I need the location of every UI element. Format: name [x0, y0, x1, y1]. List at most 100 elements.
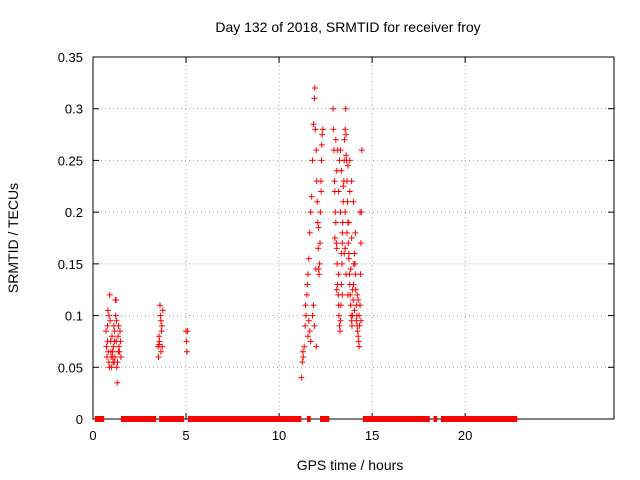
data-point [315, 245, 322, 252]
data-point [318, 141, 325, 148]
y-tick-label: 0.3 [65, 102, 83, 117]
data-point [336, 322, 343, 329]
data-point [156, 333, 163, 340]
data-point [106, 312, 113, 319]
data-point [337, 302, 344, 309]
data-point [304, 333, 311, 340]
data-point [113, 317, 120, 324]
data-point [317, 178, 324, 185]
data-point [350, 198, 357, 205]
data-point [157, 348, 164, 355]
data-point [354, 291, 361, 298]
data-point [107, 348, 114, 355]
data-point [159, 307, 166, 314]
data-point [344, 291, 351, 298]
data-point [343, 152, 350, 159]
y-tick-label: 0.15 [58, 257, 83, 272]
data-point [113, 297, 120, 304]
data-point [346, 157, 353, 164]
data-point [116, 328, 123, 335]
baseline-segment [320, 416, 330, 422]
data-point [157, 317, 164, 324]
data-point [156, 341, 163, 348]
data-point [331, 178, 338, 185]
data-point [348, 178, 355, 185]
data-point [344, 162, 351, 169]
data-point [112, 312, 119, 319]
data-point [311, 85, 318, 92]
data-point [347, 302, 354, 309]
data-point [352, 271, 359, 278]
data-point [318, 157, 325, 164]
baseline-segment [187, 416, 302, 422]
data-point [310, 121, 317, 128]
data-point [356, 312, 363, 319]
data-point [338, 250, 345, 257]
y-tick-label: 0.1 [65, 309, 83, 324]
data-point [341, 136, 348, 143]
data-point [340, 183, 347, 190]
x-tick-label: 5 [182, 428, 189, 443]
data-point [357, 271, 364, 278]
y-axis-label: SRMTID / TECUs [5, 183, 21, 293]
data-point [351, 250, 358, 257]
data-point [346, 188, 353, 195]
data-point [309, 312, 316, 319]
data-point [332, 209, 339, 216]
y-tick-label: 0.2 [65, 205, 83, 220]
data-point [355, 338, 362, 345]
data-point [338, 167, 345, 174]
data-point [357, 302, 364, 309]
data-point [155, 353, 162, 360]
data-point [337, 147, 344, 154]
data-point [309, 157, 316, 164]
data-point [355, 297, 362, 304]
data-point [349, 286, 356, 293]
data-point [301, 343, 308, 350]
data-point [302, 302, 309, 309]
data-point [103, 328, 110, 335]
data-point [351, 260, 358, 267]
data-point [302, 322, 309, 329]
data-point [114, 379, 121, 386]
data-point [156, 302, 163, 309]
data-point [335, 188, 342, 195]
data-point [306, 229, 313, 236]
data-point [115, 348, 122, 355]
data-point [307, 338, 314, 345]
data-point [106, 291, 113, 298]
data-point [110, 343, 117, 350]
y-tick-label: 0 [76, 412, 83, 427]
data-point [335, 312, 342, 319]
baseline-segment [94, 416, 105, 422]
data-point [338, 281, 345, 288]
data-point [337, 317, 344, 324]
y-tick-label: 0.35 [58, 50, 83, 65]
data-point [343, 229, 350, 236]
data-point [351, 307, 358, 314]
data-point [350, 297, 357, 304]
data-point [109, 353, 116, 360]
data-point [312, 266, 319, 273]
data-point [108, 364, 115, 371]
data-point [299, 348, 306, 355]
data-point [314, 219, 321, 226]
baseline-segment [440, 416, 518, 422]
data-point [343, 131, 350, 138]
data-point [111, 328, 118, 335]
data-point [116, 343, 123, 350]
data-point [350, 281, 357, 288]
data-point [357, 317, 364, 324]
data-point [355, 333, 362, 340]
data-point [347, 266, 354, 273]
data-point [339, 240, 346, 247]
data-point [298, 374, 305, 381]
data-point [311, 322, 318, 329]
baseline-segment [159, 416, 185, 422]
data-point [342, 209, 349, 216]
data-point [316, 271, 323, 278]
data-point [103, 343, 110, 350]
data-point [307, 209, 314, 216]
data-point [111, 338, 118, 345]
